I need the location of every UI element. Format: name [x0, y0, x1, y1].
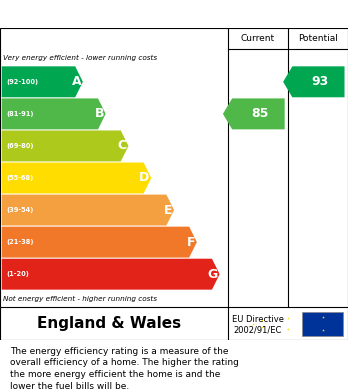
Text: (92-100): (92-100) [6, 79, 38, 85]
Polygon shape [2, 66, 83, 97]
Polygon shape [2, 163, 151, 194]
Text: The energy efficiency rating is a measure of the: The energy efficiency rating is a measur… [10, 347, 229, 356]
Text: (81-91): (81-91) [6, 111, 33, 117]
Polygon shape [223, 99, 285, 129]
Bar [302, 312, 343, 335]
Text: (69-80): (69-80) [6, 143, 33, 149]
Text: Very energy efficient - lower running costs: Very energy efficient - lower running co… [3, 55, 157, 61]
Text: lower the fuel bills will be.: lower the fuel bills will be. [10, 382, 130, 391]
Text: (55-68): (55-68) [6, 175, 33, 181]
Text: Energy Efficiency Rating: Energy Efficiency Rating [73, 7, 275, 22]
Text: 2002/91/EC: 2002/91/EC [234, 325, 282, 334]
Text: F: F [187, 236, 195, 249]
Text: (21-38): (21-38) [6, 239, 33, 245]
Text: D: D [139, 172, 150, 185]
Text: G: G [208, 268, 218, 281]
Text: overall efficiency of a home. The higher the rating: overall efficiency of a home. The higher… [10, 359, 239, 368]
Polygon shape [2, 195, 174, 226]
Text: C: C [118, 140, 127, 152]
Text: Potential: Potential [298, 34, 338, 43]
Text: 85: 85 [252, 108, 269, 120]
Polygon shape [283, 66, 345, 97]
Polygon shape [2, 99, 106, 129]
Text: B: B [94, 108, 104, 120]
Text: 93: 93 [311, 75, 329, 88]
Text: EU Directive: EU Directive [232, 315, 284, 324]
Text: Current: Current [241, 34, 275, 43]
Text: A: A [71, 75, 81, 88]
Text: E: E [164, 204, 172, 217]
Text: the more energy efficient the home is and the: the more energy efficient the home is an… [10, 370, 221, 379]
Polygon shape [2, 259, 220, 290]
Polygon shape [2, 131, 128, 161]
Text: England & Wales: England & Wales [37, 316, 181, 331]
Text: (39-54): (39-54) [6, 207, 33, 213]
Polygon shape [2, 227, 197, 258]
Text: (1-20): (1-20) [6, 271, 29, 277]
Text: Not energy efficient - higher running costs: Not energy efficient - higher running co… [3, 296, 157, 302]
